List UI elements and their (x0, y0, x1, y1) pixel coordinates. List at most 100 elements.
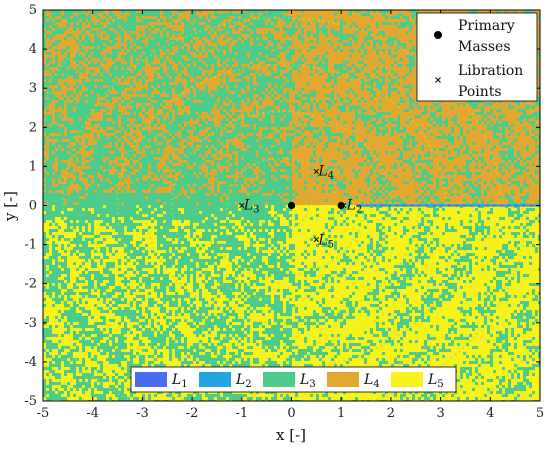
basin-streak-cell (418, 204, 421, 206)
y-tick-label: -5 (24, 394, 37, 409)
basin-streak-cell (451, 204, 454, 206)
basin-streak-cell (396, 204, 399, 206)
basin-streak-cell (376, 204, 379, 206)
basin-streak-cell (473, 204, 476, 206)
y-tick-label: 0 (29, 199, 37, 214)
class-legend-swatch (135, 372, 167, 387)
basin-streak-cell (428, 204, 431, 206)
basin-streak-cell (364, 204, 367, 206)
basin-streak-cell (488, 204, 491, 206)
basin-streak-cell (436, 204, 439, 206)
basin-streak-cell (426, 204, 429, 206)
basin-streak-cell (503, 204, 506, 206)
basin-streak-cell (378, 204, 381, 206)
basin-streak-cell (470, 204, 473, 206)
basin-streak-cell (433, 204, 436, 206)
basin-streak-cell (431, 204, 434, 206)
basin-streak-cell (468, 204, 471, 206)
y-tick-label: -1 (24, 238, 37, 253)
basin-streak-cell (485, 204, 488, 206)
basin-streak-cell (518, 204, 521, 206)
basin-streak-cell (530, 204, 533, 206)
x-tick-label: 3 (436, 406, 444, 421)
basin-streak-cell (401, 204, 404, 206)
markers-legend-label: Primary (458, 18, 515, 34)
x-tick-label: -2 (186, 406, 199, 421)
basin-streak-cell (406, 204, 409, 206)
x-tick-label: -4 (86, 406, 99, 421)
basin-streak-cell (513, 204, 516, 206)
basin-streak-cell (460, 204, 463, 206)
basin-streak-cell (456, 204, 459, 206)
basin-streak-cell (475, 204, 478, 206)
basin-streak-cell (366, 204, 369, 206)
class-legend-swatch (327, 372, 359, 387)
x-tick-label: -5 (37, 406, 50, 421)
y-tick-label: 5 (29, 3, 37, 18)
y-tick-label: 4 (29, 42, 37, 57)
class-legend-swatch (263, 372, 295, 387)
basin-streak-cell (446, 204, 449, 206)
y-tick-label: 2 (29, 120, 37, 135)
x-tick-label: -3 (136, 406, 149, 421)
basin-streak-cell (391, 204, 394, 206)
basin-streak-cell (371, 204, 374, 206)
y-axis-label: y [-] (1, 191, 19, 222)
basin-streak-cell (480, 204, 483, 206)
basin-streak-cell (421, 204, 424, 206)
basin-streak-cell (523, 204, 526, 206)
basin-streak-cell (463, 204, 466, 206)
x-tick-label: -1 (235, 406, 248, 421)
basin-streak-cell (515, 204, 518, 206)
basin-streak-cell (505, 204, 508, 206)
x-tick-label: 4 (486, 406, 494, 421)
basin-streak-cell (369, 204, 372, 206)
basin-streak-cell (423, 204, 426, 206)
basin-streak-cell (393, 204, 396, 206)
basin-streak-cell (508, 204, 511, 206)
basin-streak-cell (416, 204, 419, 206)
y-tick-label: -3 (24, 316, 37, 331)
class-legend-swatch (391, 372, 423, 387)
primary-mass-marker (288, 202, 295, 209)
basin-streak-cell (533, 204, 536, 206)
x-axis-label: x [-] (276, 426, 306, 444)
basin-streak-cell (443, 204, 446, 206)
y-tick-label: -4 (24, 355, 37, 370)
basin-streak-cell (490, 204, 493, 206)
basin-streak-cell (388, 204, 391, 206)
basin-streak-cell (520, 204, 523, 206)
basin-streak-cell (413, 204, 416, 206)
basin-streak-cell (483, 204, 486, 206)
basin-streak-cell (495, 204, 498, 206)
basin-streak-cell (453, 204, 456, 206)
basin-streak-cell (374, 204, 377, 206)
x-tick-label: 1 (337, 406, 345, 421)
markers-legend-label: Libration (458, 63, 523, 79)
x-tick-label: 2 (387, 406, 395, 421)
x-tick-label: 5 (536, 406, 544, 421)
basin-streak-cell (510, 204, 513, 206)
basin-streak-cell (500, 204, 503, 206)
basin-streak-cell (411, 204, 414, 206)
basin-streak-cell (403, 204, 406, 206)
basin-streak-cell (525, 204, 528, 206)
primary-mass-legend-icon (434, 31, 442, 39)
basin-streak-cell (498, 204, 501, 206)
class-legend-swatch (199, 372, 231, 387)
basin-streak-cell (528, 204, 531, 206)
markers-legend: Primary Masses Libration Points (417, 13, 537, 101)
basin-streak-cell (386, 204, 389, 206)
basin-streak-cell (441, 204, 444, 206)
y-tick-label: 3 (29, 81, 37, 96)
basin-streak-cell (478, 204, 481, 206)
y-tick-label: -2 (24, 277, 37, 292)
x-tick-label: 0 (287, 406, 295, 421)
markers-legend-label: Masses (458, 39, 511, 55)
basin-streak-cell (408, 204, 411, 206)
y-tick-label: 1 (29, 159, 37, 174)
markers-legend-label: Points (458, 84, 502, 100)
